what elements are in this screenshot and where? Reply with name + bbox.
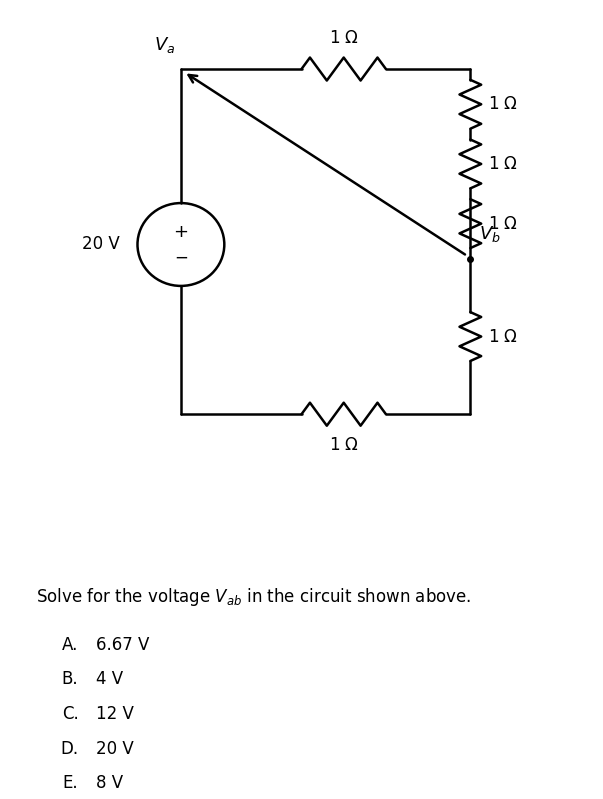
Text: −: − — [174, 248, 188, 266]
Text: 20 V: 20 V — [81, 236, 119, 253]
Text: 4 V: 4 V — [96, 670, 124, 689]
Text: 1 $\Omega$: 1 $\Omega$ — [488, 155, 519, 173]
Text: 1 $\Omega$: 1 $\Omega$ — [488, 328, 519, 345]
Text: 6.67 V: 6.67 V — [96, 636, 150, 654]
Text: $V_b$: $V_b$ — [479, 225, 501, 244]
Text: Solve for the voltage $V_{ab}$ in the circuit shown above.: Solve for the voltage $V_{ab}$ in the ci… — [36, 586, 472, 609]
Text: 20 V: 20 V — [96, 740, 134, 757]
Text: 1 $\Omega$: 1 $\Omega$ — [488, 95, 519, 113]
Text: B.: B. — [62, 670, 78, 689]
Text: 1 $\Omega$: 1 $\Omega$ — [488, 215, 519, 233]
Text: 1 $\Omega$: 1 $\Omega$ — [329, 30, 359, 47]
Text: C.: C. — [62, 705, 78, 723]
Text: $V_a$: $V_a$ — [154, 34, 175, 54]
Text: E.: E. — [63, 774, 78, 793]
Text: A.: A. — [62, 636, 78, 654]
Text: 12 V: 12 V — [96, 705, 134, 723]
Text: +: + — [174, 223, 188, 240]
Text: 1 $\Omega$: 1 $\Omega$ — [329, 436, 359, 454]
Text: 8 V: 8 V — [96, 774, 124, 793]
Text: D.: D. — [60, 740, 78, 757]
